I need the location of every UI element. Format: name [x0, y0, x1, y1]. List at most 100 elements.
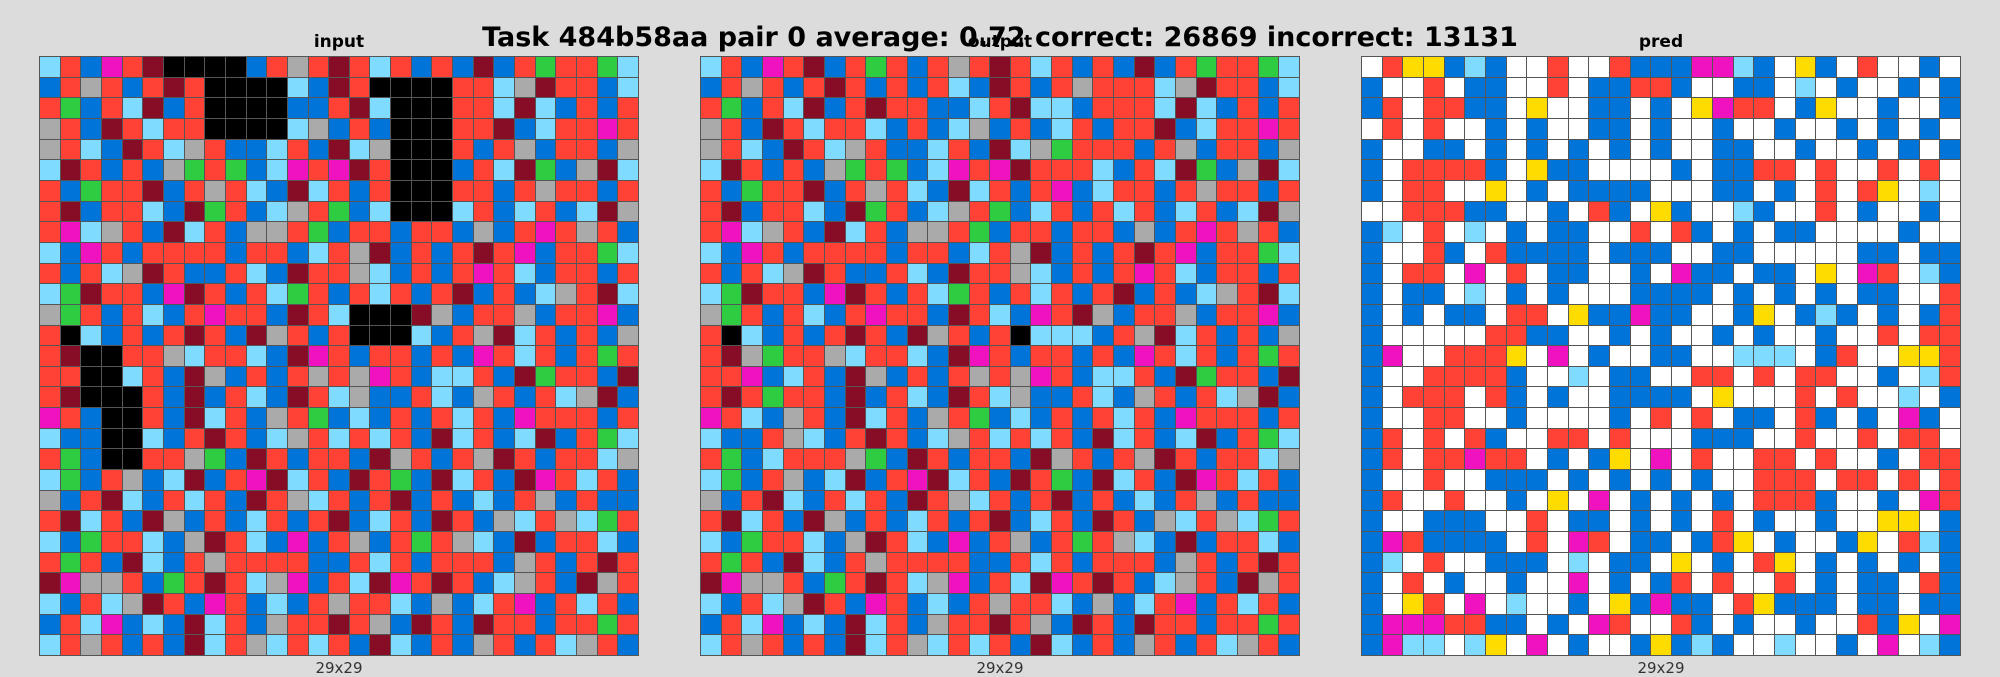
grid-cell	[1506, 118, 1527, 139]
grid-cell	[1568, 139, 1589, 160]
grid-cell	[824, 552, 845, 573]
grid-cell	[1733, 635, 1754, 655]
grid-cell	[432, 139, 453, 160]
grid-cell	[1878, 222, 1899, 242]
grid-cell	[1713, 325, 1733, 346]
grid-cell	[1485, 201, 1506, 222]
grid-cell	[101, 346, 122, 366]
grid-cell	[742, 77, 762, 98]
grid-cell	[1114, 325, 1134, 346]
grid-cell	[556, 118, 577, 139]
grid-cell	[535, 325, 556, 346]
grid-cell	[1010, 552, 1031, 573]
grid-cell	[804, 118, 824, 139]
grid-cell	[246, 304, 267, 325]
grid-cell	[845, 408, 866, 428]
grid-cell	[1155, 511, 1176, 532]
grid-cell	[1795, 325, 1816, 346]
grid-cell	[907, 532, 928, 552]
grid-cell	[287, 532, 308, 552]
grid-cell	[1568, 242, 1589, 263]
grid-cell	[1713, 160, 1733, 180]
grid-cell	[1423, 428, 1444, 449]
grid-cell	[1403, 552, 1423, 573]
grid-cell	[1010, 573, 1031, 594]
grid-cell	[1114, 470, 1134, 490]
grid-cell	[205, 201, 225, 222]
grid-cell	[1114, 408, 1134, 428]
grid-cell	[1857, 118, 1878, 139]
grid-cell	[81, 304, 101, 325]
grid-cell	[1589, 325, 1609, 346]
grid-cell	[205, 532, 225, 552]
grid-cell	[1816, 284, 1837, 304]
grid-cell	[1196, 77, 1217, 98]
grid-cell	[1919, 139, 1940, 160]
grid-cell	[1258, 387, 1279, 408]
grid-cell	[411, 284, 432, 304]
grid-cell	[969, 490, 990, 511]
grid-cell	[1052, 284, 1072, 304]
grid-cell	[1031, 77, 1052, 98]
grid-cell	[1485, 366, 1506, 387]
pred-panel-title: pred	[1638, 32, 1684, 52]
grid-cell	[742, 57, 762, 77]
grid-cell	[1134, 346, 1155, 366]
grid-cell	[1217, 222, 1238, 242]
grid-cell	[1362, 304, 1382, 325]
grid-cell	[1155, 387, 1176, 408]
grid-cell	[928, 118, 948, 139]
grid-cell	[163, 304, 184, 325]
grid-cell	[1919, 242, 1940, 263]
grid-cell	[246, 635, 267, 655]
grid-cell	[1031, 428, 1052, 449]
grid-cell	[1857, 614, 1878, 635]
grid-cell	[81, 470, 101, 490]
grid-cell	[391, 263, 411, 284]
grid-cell	[1258, 284, 1279, 304]
grid-cell	[453, 449, 473, 470]
grid-cell	[329, 77, 349, 98]
grid-cell	[1485, 98, 1506, 118]
grid-cell	[411, 573, 432, 594]
grid-cell	[1031, 449, 1052, 470]
grid-cell	[101, 532, 122, 552]
grid-cell	[1754, 449, 1775, 470]
grid-cell	[287, 325, 308, 346]
grid-cell	[990, 573, 1010, 594]
grid-cell	[886, 242, 907, 263]
grid-cell	[1795, 118, 1816, 139]
grid-cell	[432, 160, 453, 180]
grid-cell	[1052, 552, 1072, 573]
grid-cell	[597, 201, 618, 222]
grid-cell	[1362, 346, 1382, 366]
grid-cell	[1589, 573, 1609, 594]
grid-cell	[1878, 614, 1899, 635]
grid-cell	[1506, 242, 1527, 263]
grid-cell	[1403, 449, 1423, 470]
grid-cell	[886, 180, 907, 201]
grid-cell	[1362, 552, 1382, 573]
grid-cell	[1485, 77, 1506, 98]
grid-cell	[1857, 77, 1878, 98]
grid-cell	[1775, 366, 1795, 387]
grid-cell	[556, 98, 577, 118]
grid-cell	[184, 118, 205, 139]
grid-cell	[1031, 614, 1052, 635]
grid-cell	[907, 160, 928, 180]
grid-cell	[101, 284, 122, 304]
grid-cell	[1713, 346, 1733, 366]
grid-cell	[1114, 387, 1134, 408]
grid-cell	[1527, 263, 1547, 284]
grid-cell	[1837, 428, 1857, 449]
grid-cell	[1258, 490, 1279, 511]
grid-cell	[969, 614, 990, 635]
grid-cell	[1547, 532, 1568, 552]
grid-cell	[391, 98, 411, 118]
grid-cell	[1733, 304, 1754, 325]
grid-cell	[411, 387, 432, 408]
grid-cell	[225, 77, 246, 98]
grid-cell	[1651, 180, 1671, 201]
grid-cell	[1403, 242, 1423, 263]
grid-cell	[432, 366, 453, 387]
